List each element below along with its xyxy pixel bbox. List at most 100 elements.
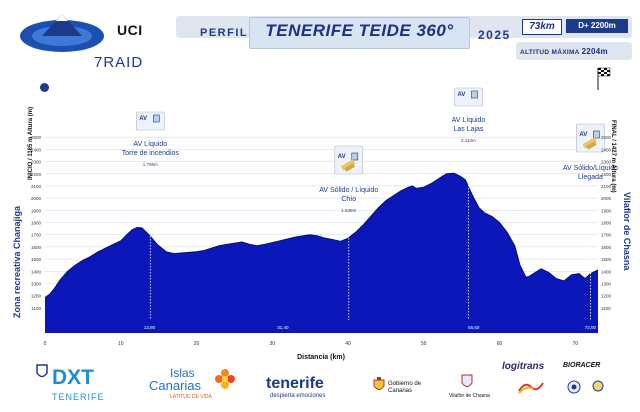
av-solid-liquid-icon: AV bbox=[576, 123, 605, 153]
y-tick-label-right: 1800 bbox=[601, 221, 612, 226]
x-tick-label: 70 bbox=[572, 341, 578, 347]
km-bar-label: 72,00 bbox=[585, 325, 597, 330]
svg-text:AV: AV bbox=[139, 116, 147, 122]
y-tick-label-right: 1700 bbox=[601, 233, 612, 238]
y-tick-label-right: 1900 bbox=[601, 208, 612, 213]
marker-label: Llegada bbox=[578, 174, 603, 181]
svg-text:AV: AV bbox=[579, 132, 587, 138]
x-tick-label: 0 bbox=[44, 341, 47, 347]
perfil-label: PERFIL bbox=[200, 27, 249, 39]
page-title: TENERIFE TEIDE 360° bbox=[265, 21, 454, 40]
y-tick-label-left: 2000 bbox=[31, 196, 42, 201]
vilaflor-shield-icon bbox=[461, 374, 473, 387]
start-marker-icon bbox=[40, 83, 49, 92]
y-tick-label-left: 1600 bbox=[31, 245, 42, 250]
y-tick-label-right: 2500 bbox=[601, 135, 612, 140]
av-solid-liquid-icon: AV bbox=[334, 145, 364, 175]
round-emblem-icon bbox=[567, 380, 581, 394]
y-tick-label-right: 2000 bbox=[601, 196, 612, 201]
marker-label: Chío bbox=[341, 196, 356, 203]
y-tick-label-left: 2200 bbox=[31, 172, 42, 177]
x-tick-label: 30 bbox=[269, 341, 275, 347]
svg-text:AV: AV bbox=[338, 154, 346, 160]
y-tick-label-right: 1200 bbox=[601, 294, 612, 299]
y-tick-label-left: 2300 bbox=[31, 160, 42, 165]
km-bar bbox=[45, 320, 598, 333]
x-tick-label: 50 bbox=[421, 341, 427, 347]
round-emblem-icon bbox=[592, 380, 604, 392]
elevation-area bbox=[44, 172, 599, 320]
header-band-secondary bbox=[516, 42, 632, 60]
y-tick-label-right: 1100 bbox=[601, 306, 611, 311]
marker-label: AV Líquido bbox=[452, 117, 486, 124]
bioracer-logo: BIORACER bbox=[563, 362, 601, 369]
y-tick-label-left: 1800 bbox=[31, 221, 42, 226]
x-tick-label: 40 bbox=[345, 341, 351, 347]
y-tick-label-right: 1500 bbox=[601, 257, 612, 262]
title-box: TENERIFE TEIDE 360° bbox=[249, 17, 470, 49]
left-axis-title: INICIO / 1185 m Altura (m) bbox=[28, 107, 34, 180]
cabildo-shield-icon bbox=[36, 364, 48, 378]
coat-of-arms-icon bbox=[373, 377, 385, 390]
av-liquid-icon: AV bbox=[454, 87, 483, 107]
y-tick-label-left: 1700 bbox=[31, 233, 42, 238]
marker-label: AV Sólido / Líquido bbox=[319, 187, 378, 194]
y-tick-label-right: 2200 bbox=[601, 172, 612, 177]
y-tick-label-left: 1100 bbox=[31, 306, 41, 311]
marker-altitude: 1.706m bbox=[143, 162, 158, 167]
x-tick-label: 60 bbox=[497, 341, 503, 347]
finish-flag-icon bbox=[597, 67, 611, 90]
teide-360-logo-icon bbox=[20, 14, 104, 52]
y-tick-label-right: 1600 bbox=[601, 245, 612, 250]
aid-station-marker: AV AV Sólido/Líquido Llegada bbox=[563, 123, 618, 320]
y-tick-label-left: 2500 bbox=[31, 135, 42, 140]
tenerife-sub: despierta emociones bbox=[270, 393, 326, 399]
marker-label: AV Líquido bbox=[133, 141, 167, 148]
x-axis-title: Distancia (km) bbox=[297, 354, 345, 361]
y-tick-labels: 1100 1100 1200 1200 1300 1300 1400 1400 1500 1500… bbox=[31, 135, 612, 311]
distance-badge: 73km bbox=[522, 19, 562, 35]
year-label: 2025 bbox=[478, 28, 511, 42]
climb-badge: D+ 2200m bbox=[566, 19, 628, 33]
av-liquid-icon: AV bbox=[135, 111, 165, 131]
marker-label: AV Sólido/Líquido bbox=[563, 165, 618, 172]
km-bar-label: 31,40 bbox=[277, 325, 289, 330]
y-tick-label-left: 2100 bbox=[31, 184, 42, 189]
aid-station-marker: AV AV Sólido / Líquido Chío 1.635m bbox=[319, 145, 378, 320]
km-bar-labels: 13,80 31,40 56,60 72,00 bbox=[144, 325, 597, 330]
aid-station-marker: AV AV Líquido Las Lajas 2.110m bbox=[452, 87, 486, 320]
y-tick-label-right: 2300 bbox=[601, 160, 612, 165]
ciclismo-federation-icon bbox=[518, 382, 544, 394]
logitrans-logo: logitrans bbox=[502, 361, 545, 372]
marker-altitude: 2.110m bbox=[461, 138, 476, 143]
elevation-profile-line bbox=[44, 172, 599, 298]
marker-altitude: 1.635m bbox=[341, 208, 356, 213]
max-altitude-value: 2204m bbox=[581, 47, 608, 56]
y-tick-label-left: 1200 bbox=[31, 294, 42, 299]
right-axis-title: FINAL / 1427 m Altura (m) bbox=[610, 120, 616, 193]
x-tick-labels: 0 10 20 30 40 50 60 70 bbox=[44, 341, 579, 347]
vilaflor-logo: Vilaflor de Chasna bbox=[449, 393, 490, 399]
dxt-logo: DXT bbox=[52, 366, 94, 389]
max-altitude: ALTITUD MÁXIMA 2204m bbox=[520, 47, 608, 56]
islas-logo-line1: Islas bbox=[170, 366, 195, 380]
y-tick-label-right: 1400 bbox=[601, 269, 612, 274]
y-tick-label-right: 1300 bbox=[601, 281, 612, 286]
uci-logo: UCI bbox=[117, 22, 143, 38]
elevation-profile-area bbox=[45, 173, 598, 320]
raid-logo: 7RAID bbox=[94, 54, 144, 71]
right-zone-label: Vilaflor de Chasna bbox=[622, 192, 632, 271]
y-tick-label-left: 2400 bbox=[31, 147, 42, 152]
km-bar-label: 56,60 bbox=[468, 325, 480, 330]
x-tick-label: 20 bbox=[194, 341, 200, 347]
islas-logo-line2: Canarias bbox=[149, 378, 202, 393]
gobierno-logo: Gobierno de Canarias bbox=[388, 381, 422, 394]
km-bar-label: 13,80 bbox=[144, 325, 156, 330]
y-tick-label-left: 1300 bbox=[31, 281, 42, 286]
tenerife-logo: tenerife bbox=[266, 375, 324, 392]
svg-text:AV: AV bbox=[457, 92, 465, 98]
y-tick-label-right: 2100 bbox=[601, 184, 612, 189]
y-tick-label-left: 1500 bbox=[31, 257, 42, 262]
